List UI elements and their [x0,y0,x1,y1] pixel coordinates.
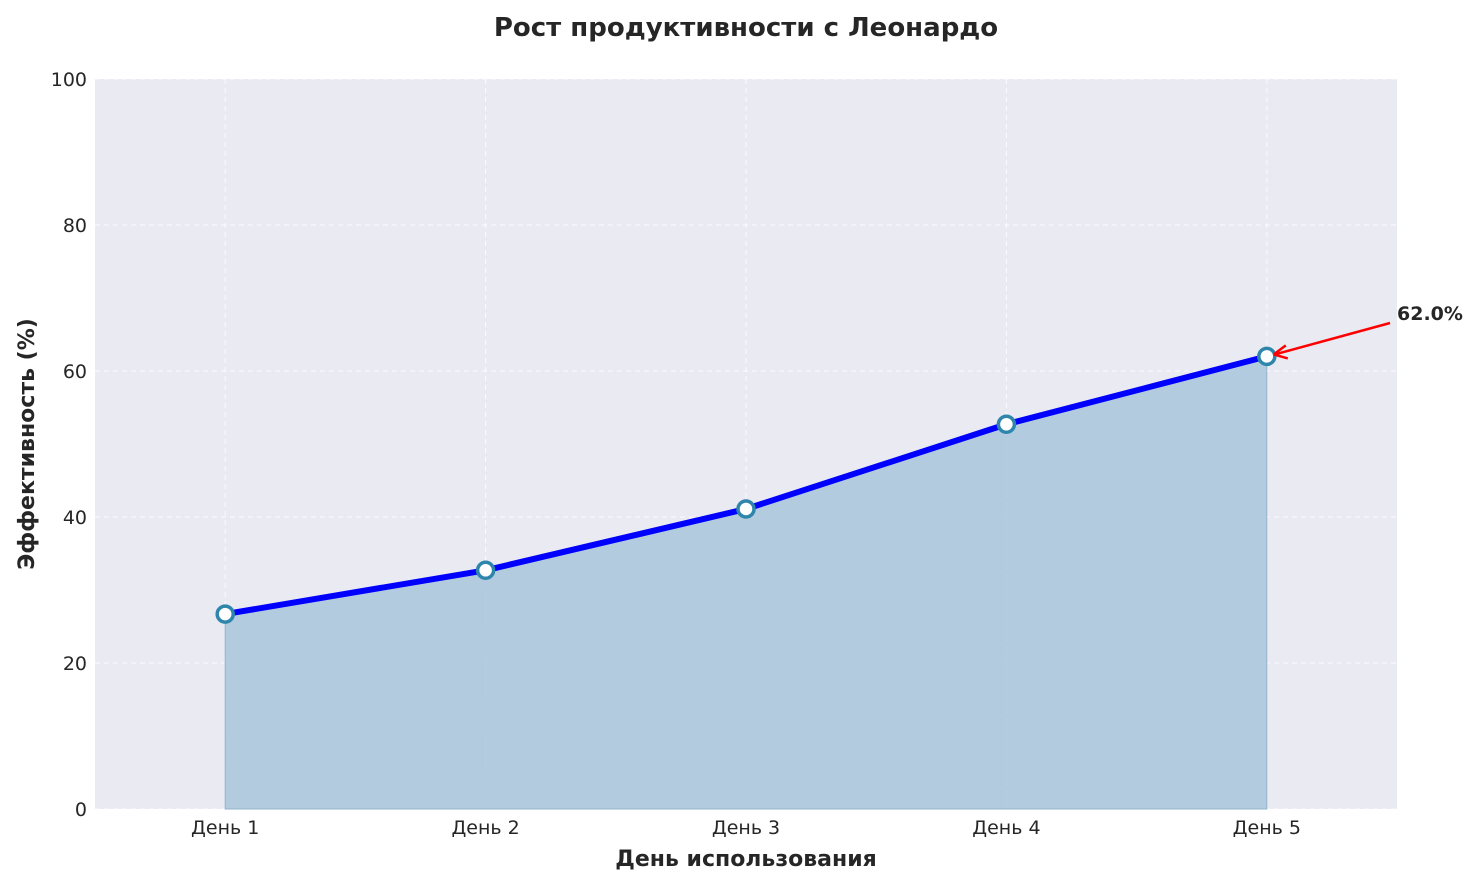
y-tick-label: 20 [63,653,87,675]
data-point [475,560,496,581]
y-tick-label: 100 [51,69,87,91]
y-tick-label: 0 [75,799,87,821]
y-axis-label: Эффективность (%) [15,318,40,570]
data-point [996,414,1017,435]
chart-title: Рост продуктивности с Леонардо [494,13,998,43]
x-tick-label: День 1 [191,817,259,839]
y-tick-label: 40 [63,507,87,529]
data-point [215,604,235,624]
y-tick-label: 80 [63,215,87,237]
annotation-arrow [1274,321,1391,356]
x-tick-label: День 5 [1233,817,1301,839]
marks: 62.0% [215,303,1463,810]
x-tick-label: День 3 [712,817,780,839]
x-tick-label: День 2 [451,817,519,839]
x-axis-label: День использования [615,847,877,872]
x-tick-label: День 4 [972,817,1040,839]
ticks: 0 20 40 60 80 100 День 1 День 2 День 3 День 4 День… [51,69,1301,839]
annotation-label: 62.0% [1397,303,1463,325]
data-point [736,499,756,519]
data-point [1257,346,1277,367]
y-tick-label: 60 [63,361,87,383]
annotation-arrowhead [1273,344,1289,360]
